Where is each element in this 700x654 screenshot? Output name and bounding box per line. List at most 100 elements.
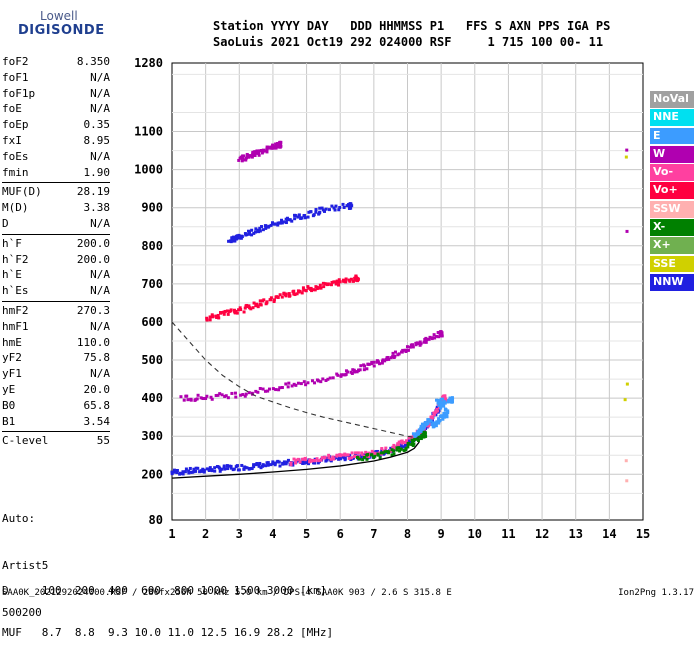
echo-point bbox=[417, 342, 421, 346]
echo-point bbox=[344, 372, 348, 376]
param-value: N/A bbox=[90, 284, 110, 298]
echo-point bbox=[299, 382, 303, 386]
echo-point bbox=[234, 309, 238, 313]
echo-point bbox=[323, 282, 327, 286]
echo-point bbox=[223, 467, 227, 471]
echo-point bbox=[269, 298, 273, 302]
echo-point bbox=[408, 345, 412, 349]
echo-point bbox=[297, 213, 301, 217]
echo-point bbox=[222, 312, 226, 316]
echo-point bbox=[320, 456, 324, 460]
echo-point bbox=[315, 457, 319, 461]
echo-point bbox=[202, 396, 206, 400]
echo-point bbox=[245, 153, 249, 157]
echo-point bbox=[237, 468, 241, 472]
echo-point bbox=[258, 461, 262, 465]
param-label: M(D) bbox=[2, 201, 29, 215]
echo-point bbox=[251, 150, 255, 154]
echo-point bbox=[259, 303, 263, 307]
x-tick-label: 14 bbox=[602, 527, 616, 541]
echo-point bbox=[284, 294, 288, 298]
param-fmin: fmin 1.90 bbox=[2, 166, 110, 182]
echo-point bbox=[348, 279, 352, 283]
param-fof1: foF1 N/A bbox=[2, 71, 110, 87]
echo-point bbox=[378, 362, 382, 366]
echo-point bbox=[257, 151, 261, 155]
y-tick-label: 200 bbox=[141, 467, 163, 481]
echo-point bbox=[344, 280, 348, 284]
echo-point bbox=[624, 155, 628, 159]
echo-point bbox=[251, 306, 255, 310]
echo-point bbox=[289, 461, 293, 465]
param-hme: hmE 110.0 bbox=[2, 336, 110, 352]
echo-point bbox=[446, 409, 450, 413]
echo-point bbox=[247, 304, 251, 308]
echo-point bbox=[284, 382, 288, 386]
echo-point bbox=[184, 467, 188, 471]
param-label: fmin bbox=[2, 165, 29, 179]
echo-point bbox=[239, 236, 243, 240]
echo-point bbox=[424, 340, 428, 344]
echo-point bbox=[381, 451, 385, 455]
echo-point bbox=[214, 314, 218, 318]
echo-point bbox=[292, 289, 296, 293]
echo-point bbox=[229, 308, 233, 312]
echo-point bbox=[342, 279, 346, 283]
echo-point bbox=[396, 353, 400, 357]
echo-point bbox=[343, 458, 347, 462]
echo-point bbox=[406, 348, 410, 352]
legend-nnw: NNW bbox=[650, 273, 694, 291]
echo-point bbox=[337, 283, 341, 287]
echo-point bbox=[411, 345, 415, 349]
echo-point bbox=[397, 446, 401, 450]
echo-point bbox=[312, 213, 316, 217]
echo-point bbox=[243, 306, 247, 310]
echo-point bbox=[241, 156, 245, 160]
echo-point bbox=[218, 392, 222, 396]
echo-point bbox=[275, 143, 279, 147]
echo-point bbox=[250, 233, 254, 237]
x-tick-label: 13 bbox=[568, 527, 582, 541]
param-foep: foEp 0.35 bbox=[2, 118, 110, 134]
echo-point bbox=[332, 457, 336, 461]
echo-point bbox=[349, 458, 353, 462]
echo-point bbox=[276, 223, 280, 227]
echo-point bbox=[353, 455, 357, 459]
echo-point bbox=[318, 283, 322, 287]
echo-point bbox=[196, 466, 200, 470]
param-label: D bbox=[2, 216, 9, 230]
echo-trace bbox=[237, 140, 283, 163]
echo-point bbox=[290, 384, 294, 388]
echo-point bbox=[229, 464, 233, 468]
echo-point bbox=[405, 345, 409, 349]
echo-point bbox=[289, 463, 293, 467]
param-b0: B0 65.8 bbox=[2, 399, 110, 415]
echo-point bbox=[210, 397, 214, 401]
echo-point bbox=[312, 288, 316, 292]
x-tick-label: 12 bbox=[535, 527, 549, 541]
param-value: N/A bbox=[90, 268, 110, 282]
echo-point bbox=[341, 202, 345, 206]
echo-point bbox=[445, 415, 449, 419]
distance-row: D 100 200 400 600 800 1000 1500 3000 [km… bbox=[2, 584, 327, 597]
echo-point bbox=[202, 470, 206, 474]
echo-point bbox=[437, 417, 441, 421]
echo-point bbox=[337, 278, 341, 282]
echo-point bbox=[274, 146, 278, 150]
echo-point bbox=[253, 152, 257, 156]
echo-point bbox=[379, 451, 383, 455]
legend-noval: NoVal bbox=[650, 91, 694, 108]
echo-point bbox=[219, 311, 223, 315]
header-line-1: Station YYYY DAY DDD HHMMSS P1 FFS S AXN… bbox=[213, 19, 611, 33]
echo-point bbox=[241, 393, 245, 397]
echo-point bbox=[255, 303, 259, 307]
x-tick-label: 9 bbox=[438, 527, 445, 541]
echo-point bbox=[625, 229, 629, 233]
echo-point bbox=[235, 234, 239, 238]
echo-point bbox=[323, 209, 327, 213]
echo-point bbox=[450, 400, 454, 404]
echo-point bbox=[318, 211, 322, 215]
echo-point bbox=[373, 454, 377, 458]
echo-point bbox=[337, 457, 341, 461]
echo-point bbox=[242, 310, 246, 314]
